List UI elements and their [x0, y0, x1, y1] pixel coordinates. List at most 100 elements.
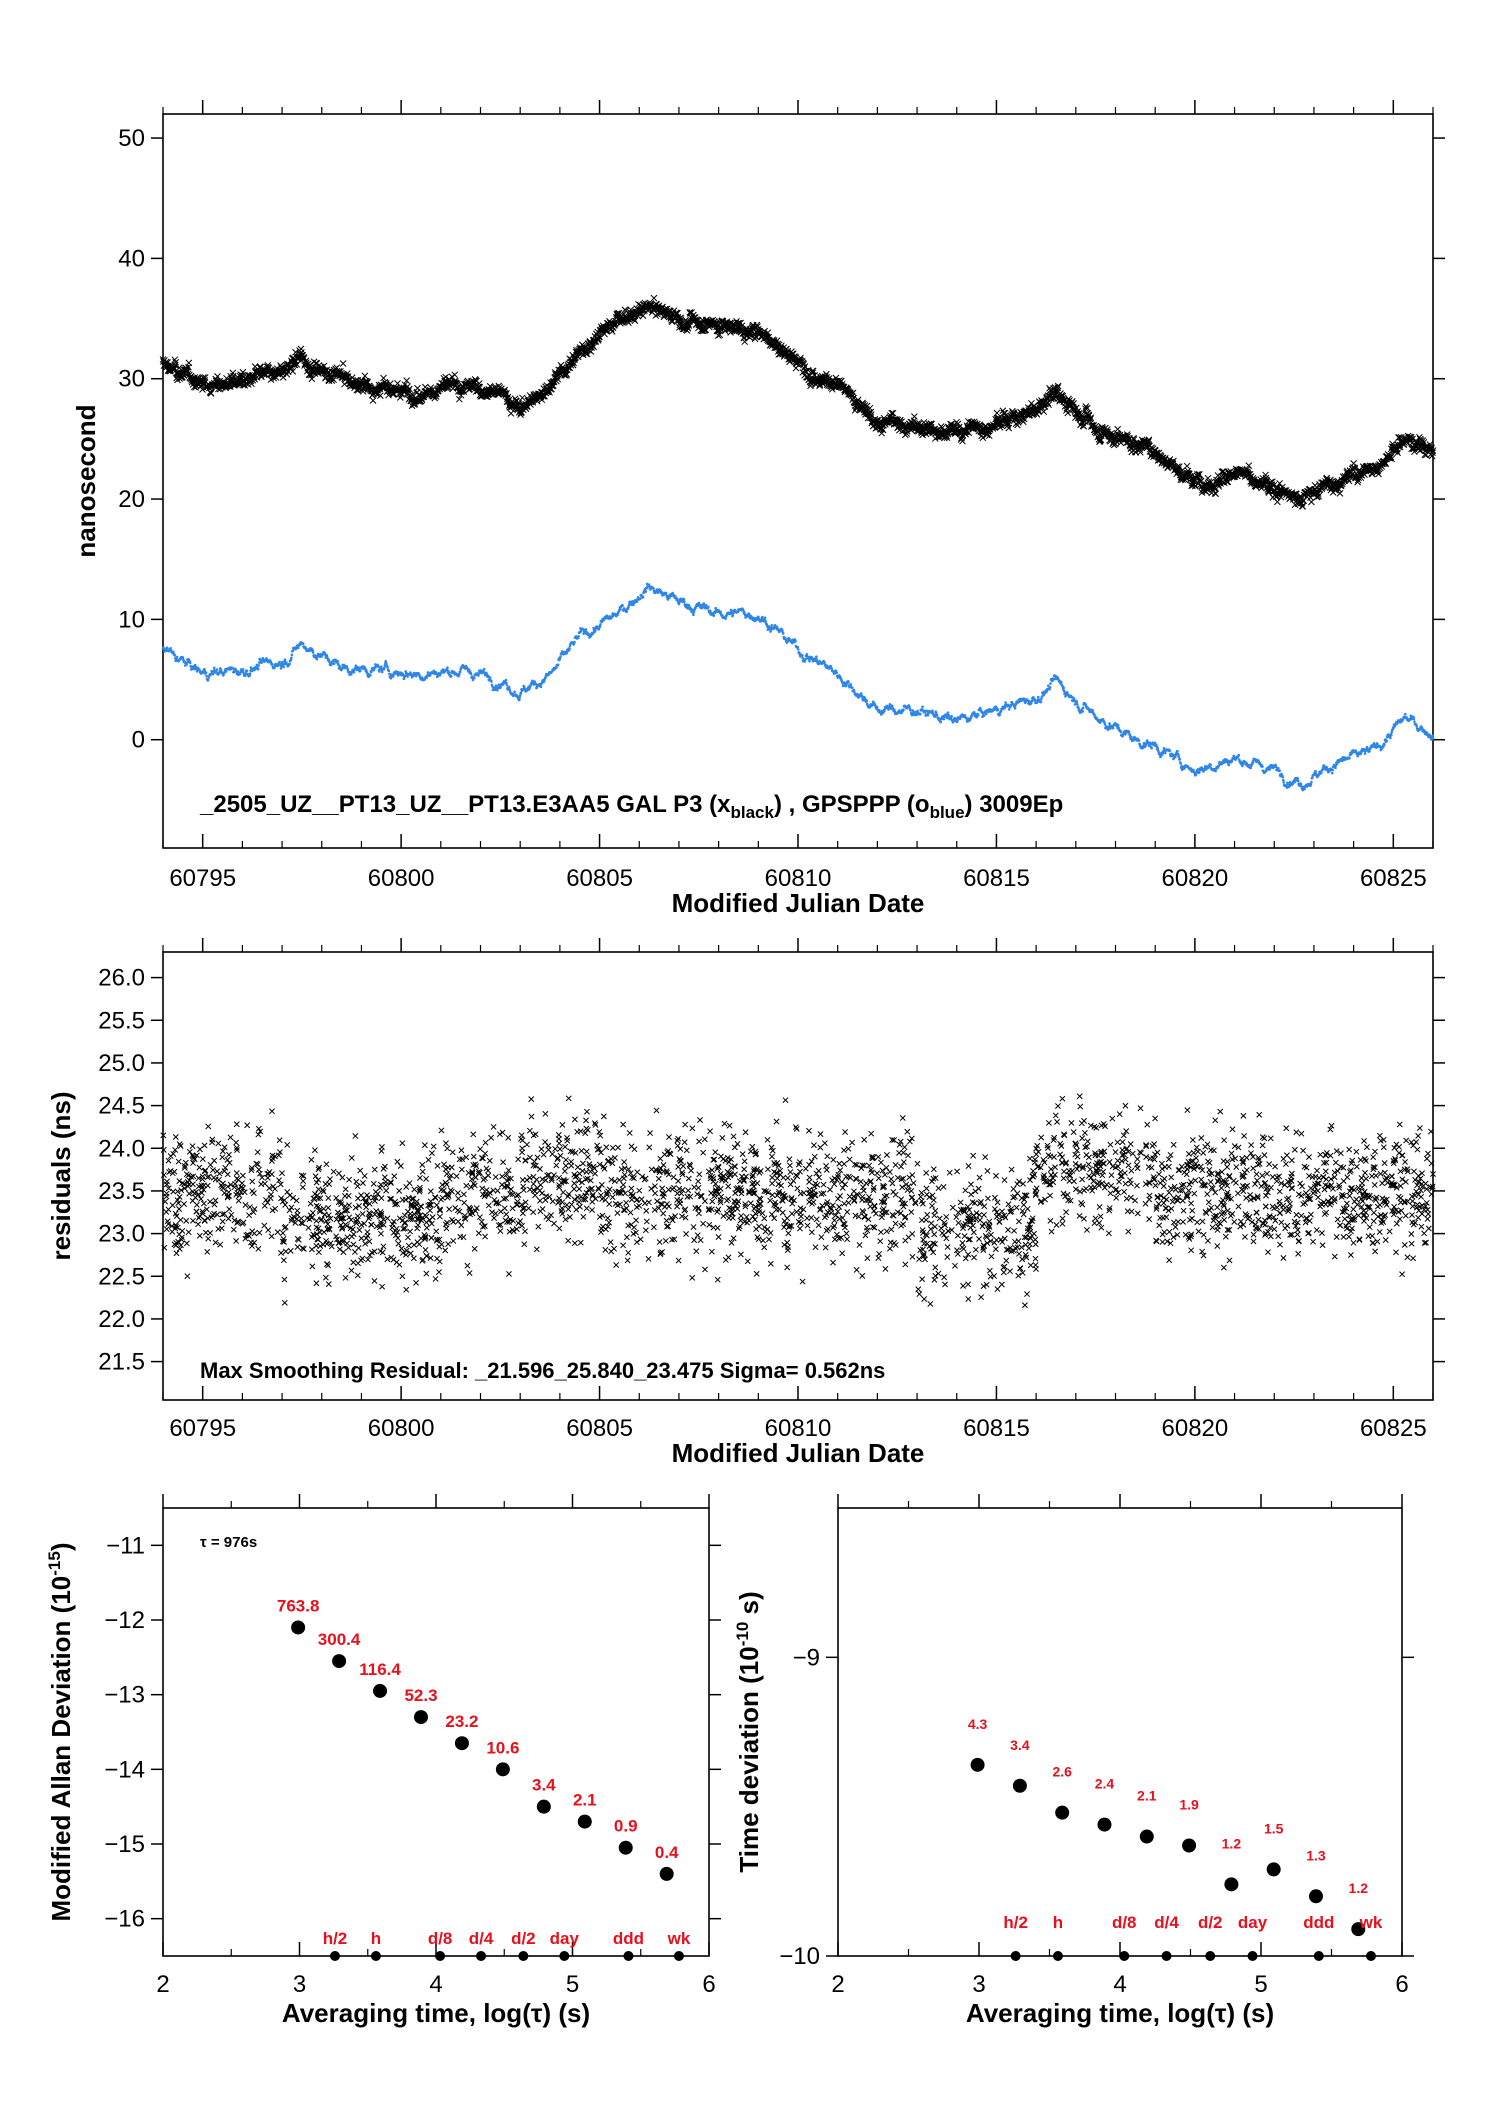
x-tick-label: 60820: [1162, 865, 1229, 892]
gps-point: [1013, 706, 1017, 710]
gps-point: [1075, 700, 1079, 704]
gps-point: [539, 685, 543, 689]
gps-point: [573, 640, 576, 644]
gps-point: [207, 677, 210, 681]
gps-point: [801, 653, 804, 657]
gps-point: [211, 672, 215, 676]
gps-point: [945, 716, 949, 720]
gps-point: [683, 600, 686, 603]
gps-point: [804, 657, 807, 661]
gps-point: [682, 597, 686, 601]
gps-point: [472, 676, 476, 680]
gps-point: [1007, 708, 1011, 711]
galileo-point: [293, 361, 301, 368]
gps-point: [505, 683, 509, 687]
gps-point: [796, 645, 800, 649]
gps-point: [926, 713, 930, 717]
gps-point: [875, 705, 879, 709]
gps-point: [311, 651, 315, 654]
gps-point: [1060, 681, 1063, 684]
galileo-point: [172, 358, 180, 366]
gps-point: [708, 609, 712, 613]
gps-point: [713, 611, 717, 615]
gps-point: [702, 602, 706, 605]
x-tick-label: 60815: [963, 865, 1030, 892]
gps-point: [446, 666, 449, 670]
gps-point: [950, 714, 953, 718]
gps-point: [692, 611, 696, 614]
gps-point: [598, 625, 602, 629]
gps-point: [379, 665, 383, 669]
y-tick-label: 40: [118, 245, 145, 272]
gps-point: [482, 667, 486, 671]
gps-point: [770, 623, 774, 627]
y-tick-label: 20: [118, 486, 145, 513]
gps-point: [692, 613, 695, 617]
galileo-point: [394, 380, 401, 387]
gps-point: [724, 617, 727, 620]
gps-point: [248, 674, 251, 678]
gps-point: [664, 591, 668, 595]
y-tick-label: 30: [118, 366, 145, 393]
gps-point: [1108, 722, 1111, 725]
gps-point: [288, 662, 291, 666]
galileo-point: [380, 374, 387, 382]
gps-point: [1081, 706, 1085, 710]
gps-point: [204, 671, 208, 675]
y-tick-label: 50: [118, 125, 145, 152]
gps-point: [652, 587, 655, 590]
y-tick-label: 10: [118, 606, 145, 633]
gps-point: [283, 658, 287, 661]
x-tick-label: 60795: [169, 865, 236, 892]
gps-point: [169, 646, 173, 650]
gps-point: [224, 670, 228, 673]
gps-point: [835, 671, 839, 674]
gps-point: [172, 650, 175, 654]
gps-point: [175, 655, 179, 659]
galileo-point: [369, 397, 377, 404]
gps-point: [808, 659, 811, 663]
gps-point: [639, 597, 642, 600]
gps-point: [449, 674, 453, 678]
gps-point: [290, 656, 293, 660]
gps-point: [946, 711, 950, 714]
galileo-point: [283, 360, 291, 368]
gps-point: [315, 657, 319, 661]
gps-point: [599, 623, 602, 626]
gps-point: [490, 680, 493, 683]
gps-point: [386, 666, 389, 669]
gps-point: [939, 720, 942, 724]
x-tick-label: 60810: [765, 865, 832, 892]
gps-point: [984, 712, 988, 716]
gps-point: [1049, 682, 1052, 685]
gps-point: [632, 603, 635, 607]
gps-point: [712, 614, 716, 617]
galileo-point: [361, 372, 369, 380]
gps-point: [847, 681, 850, 684]
gps-point: [301, 642, 305, 645]
gps-point: [942, 717, 946, 721]
galileo-point: [330, 376, 337, 384]
gps-point: [377, 665, 380, 668]
gps-point: [245, 669, 249, 673]
gps-point: [256, 667, 260, 671]
gps-point: [845, 684, 848, 687]
galileo-point: [451, 371, 459, 379]
gps-point: [332, 662, 336, 666]
gps-point: [565, 651, 569, 655]
x-tick-label: 60825: [1360, 865, 1427, 892]
galileo-point: [223, 374, 230, 382]
gps-point: [625, 610, 629, 613]
gps-point: [290, 653, 294, 657]
gps-point: [719, 610, 722, 614]
gps-point: [982, 714, 986, 718]
gps-point: [467, 668, 471, 672]
gps-point: [763, 616, 767, 620]
gps-point: [1048, 686, 1052, 689]
galileo-point: [224, 382, 232, 390]
gps-point: [996, 708, 1000, 712]
gps-point: [219, 668, 223, 672]
y-tick-label: 0: [132, 727, 145, 754]
gps-point: [935, 713, 939, 717]
